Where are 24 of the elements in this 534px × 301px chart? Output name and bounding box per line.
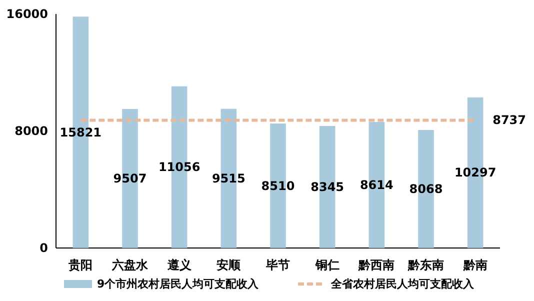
x-tick-label: 黔南 xyxy=(462,258,488,272)
data-label: 8737 xyxy=(492,113,526,128)
data-label: 15821 xyxy=(60,125,102,140)
y-tick-label: 0 xyxy=(40,241,48,255)
x-tick-label: 黔西南 xyxy=(358,258,395,272)
legend-label: 9个市州农村居民人均可支配收入 xyxy=(97,278,260,290)
data-label: 11056 xyxy=(158,160,200,174)
data-label: 8345 xyxy=(310,180,344,194)
x-tick-label: 黔东南 xyxy=(407,258,444,272)
data-label: 10297 xyxy=(454,166,496,180)
data-label: 8068 xyxy=(409,182,443,196)
x-tick-label: 毕节 xyxy=(265,258,290,272)
y-tick-label: 16000 xyxy=(6,7,48,21)
data-label: 8614 xyxy=(360,178,394,192)
x-tick-label: 贵阳 xyxy=(68,258,93,272)
x-tick-label: 铜仁 xyxy=(314,258,340,272)
x-tick-label: 六盘水 xyxy=(111,258,149,272)
x-tick-label: 安顺 xyxy=(216,258,242,272)
data-label: 9507 xyxy=(113,171,147,186)
data-label: 9515 xyxy=(212,171,246,186)
x-tick-label: 遵义 xyxy=(166,258,192,272)
legend-label: 全省农村居民人均可支配收入 xyxy=(330,278,475,290)
data-label: 8510 xyxy=(261,178,295,193)
y-tick-label: 8000 xyxy=(14,124,48,138)
